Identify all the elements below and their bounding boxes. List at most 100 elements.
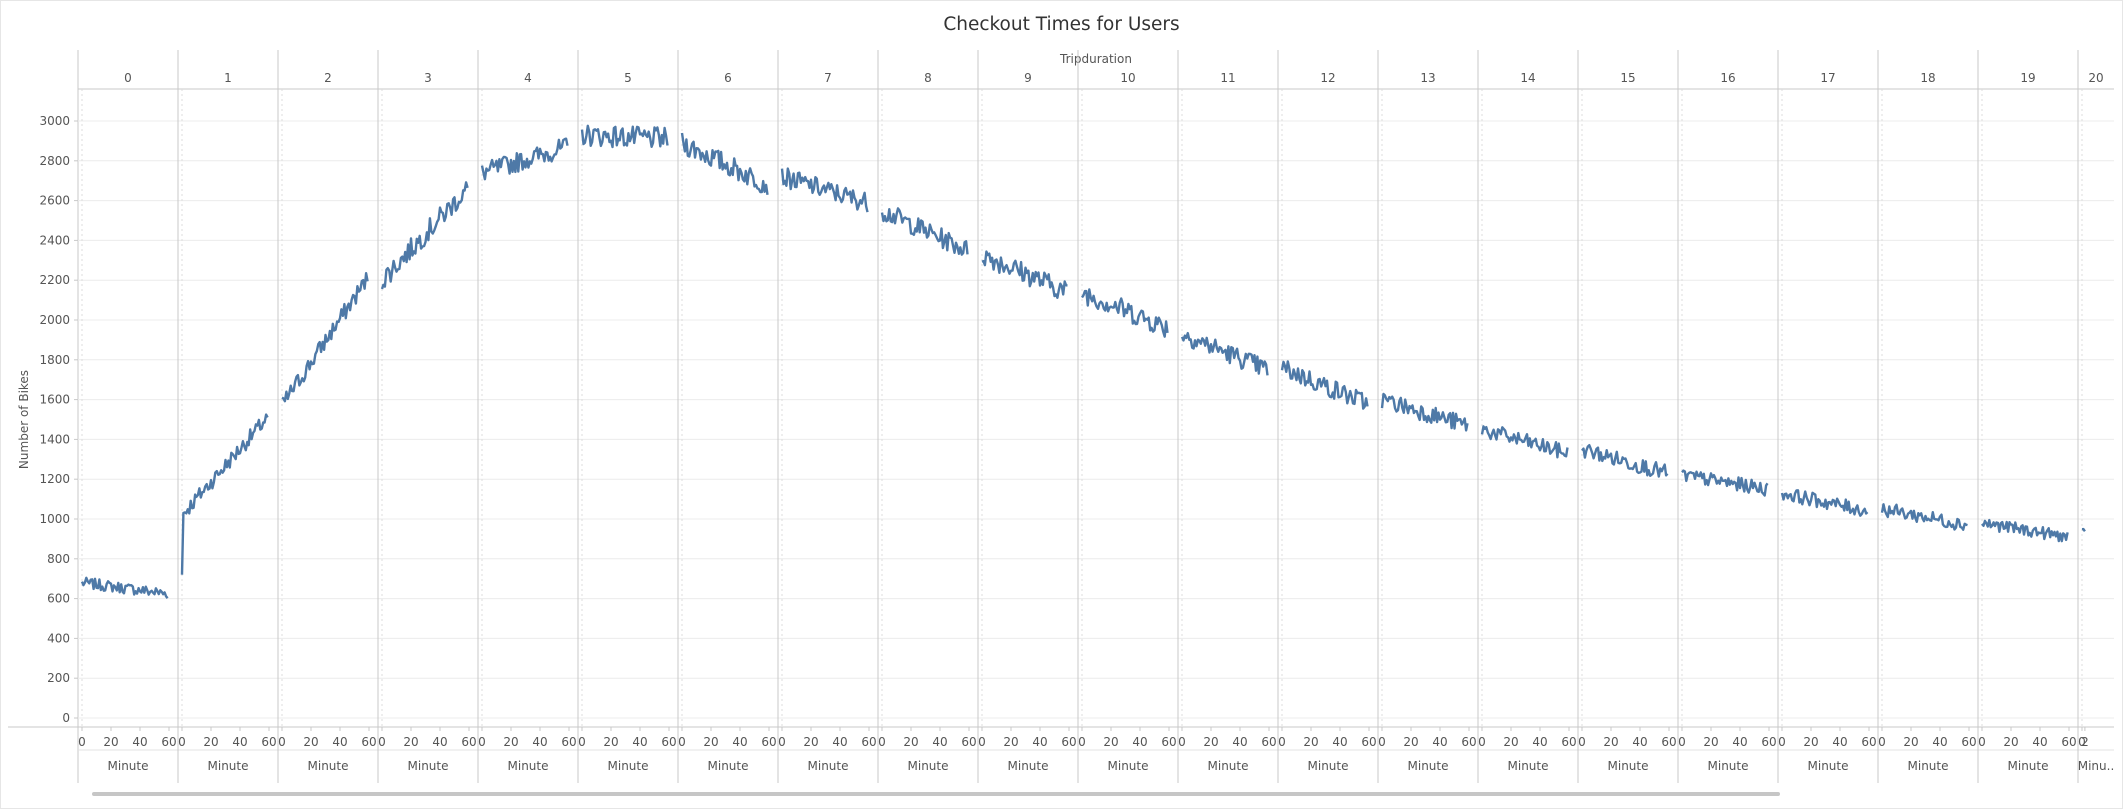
x-tick-label: 0 [1578, 735, 1586, 749]
x-tick-label: 0 [2078, 735, 2086, 749]
series-line-panel-3 [380, 181, 469, 290]
x-tick-label: 20 [103, 735, 118, 749]
x-tick-label: 40 [1032, 735, 1047, 749]
series-line-panel-14 [1480, 425, 1569, 459]
x-tick-label: 20 [703, 735, 718, 749]
panel-header-label: 15 [1620, 71, 1635, 85]
x-tick-label: 20 [2003, 735, 2018, 749]
x-tick-label: 60 [1361, 735, 1376, 749]
x-tick-label: 60 [461, 735, 476, 749]
x-tick-label: 20 [1503, 735, 1518, 749]
x-tick-label: 0 [278, 735, 286, 749]
x-tick-label: 40 [1232, 735, 1247, 749]
x-axis-label: Minute [708, 759, 749, 773]
x-tick-label: 20 [303, 735, 318, 749]
x-tick-label: 60 [161, 735, 176, 749]
panel-header-label: 17 [1820, 71, 1835, 85]
x-tick-label: 20 [603, 735, 618, 749]
x-axis-label: Minute [1008, 759, 1049, 773]
panel-header-label: 10 [1120, 71, 1135, 85]
y-tick-label: 1200 [39, 472, 70, 486]
y-tick-label: 1800 [39, 353, 70, 367]
series-line-panel-1 [180, 413, 269, 575]
panel-header-label: 7 [824, 71, 832, 85]
x-tick-label: 20 [803, 735, 818, 749]
x-tick-label: 40 [1632, 735, 1647, 749]
x-tick-label: 40 [432, 735, 447, 749]
x-tick-label: 40 [1832, 735, 1847, 749]
x-tick-label: 40 [1332, 735, 1347, 749]
series-line-panel-0 [80, 576, 169, 599]
y-tick-label: 1600 [39, 393, 70, 407]
x-tick-label: 20 [203, 735, 218, 749]
x-axis-label: Minute [308, 759, 349, 773]
panel-header-label: 14 [1520, 71, 1535, 85]
x-tick-label: 20 [1003, 735, 1018, 749]
x-tick-label: 20 [1603, 735, 1618, 749]
series-line-panel-17 [1780, 489, 1869, 517]
panel-header-label: 6 [724, 71, 732, 85]
y-tick-label: 600 [47, 592, 70, 606]
x-tick-label: 0 [978, 735, 986, 749]
x-tick-label: 40 [332, 735, 347, 749]
x-tick-label: 40 [1932, 735, 1947, 749]
x-tick-label: 0 [878, 735, 886, 749]
series-line-panel-12 [1280, 360, 1369, 410]
x-tick-label: 20 [1803, 735, 1818, 749]
x-tick-label: 0 [478, 735, 486, 749]
x-axis-label: Minute [1908, 759, 1949, 773]
x-axis-label: Minute [208, 759, 249, 773]
y-tick-label: 2000 [39, 313, 70, 327]
x-tick-label: 60 [1861, 735, 1876, 749]
y-tick-label: 2400 [39, 233, 70, 247]
horizontal-scrollbar[interactable] [92, 792, 1780, 796]
series-line-panel-9 [981, 250, 1068, 299]
series-line-panel-13 [1380, 392, 1469, 432]
panel-header-label: 8 [924, 71, 932, 85]
panel-header-label: 12 [1320, 71, 1335, 85]
y-tick-label: 2600 [39, 194, 70, 208]
panel-header-label: 3 [424, 71, 432, 85]
panel-header-label: 20 [2088, 71, 2103, 85]
x-axis-label: Minu.. [2078, 759, 2115, 773]
x-tick-label: 40 [2032, 735, 2047, 749]
x-axis-label: Minute [908, 759, 949, 773]
x-axis-label: Minute [108, 759, 149, 773]
x-tick-label: 40 [1732, 735, 1747, 749]
x-tick-label: 20 [503, 735, 518, 749]
x-tick-label: 2 [2081, 735, 2089, 749]
x-tick-label: 60 [1661, 735, 1676, 749]
x-tick-label: 40 [232, 735, 247, 749]
x-axis-label: Minute [408, 759, 449, 773]
x-tick-label: 0 [178, 735, 186, 749]
x-tick-label: 40 [832, 735, 847, 749]
x-tick-label: 0 [1778, 735, 1786, 749]
series-line-panel-2 [281, 272, 369, 403]
x-axis-label: Minute [2008, 759, 2049, 773]
series-line-panel-4 [480, 137, 569, 181]
x-axis-label: Minute [1408, 759, 1449, 773]
y-tick-label: 3000 [39, 114, 70, 128]
x-tick-label: 60 [861, 735, 876, 749]
panel-header-label: 16 [1720, 71, 1735, 85]
y-tick-label: 200 [47, 671, 70, 685]
x-tick-label: 60 [1461, 735, 1476, 749]
x-tick-label: 0 [778, 735, 786, 749]
x-axis-label: Minute [1508, 759, 1549, 773]
x-axis-label: Minute [1308, 759, 1349, 773]
panel-header-label: 18 [1920, 71, 1935, 85]
chart-title: Checkout Times for Users [943, 14, 1180, 35]
y-tick-label: 0 [62, 711, 70, 725]
x-tick-label: 20 [1403, 735, 1418, 749]
x-tick-label: 60 [961, 735, 976, 749]
x-tick-label: 0 [1878, 735, 1886, 749]
panel-header-label: 0 [124, 71, 132, 85]
x-tick-label: 60 [361, 735, 376, 749]
x-tick-label: 60 [761, 735, 776, 749]
series-line-panel-7 [780, 167, 869, 213]
panel-header-label: 19 [2020, 71, 2035, 85]
x-axis-label: Minute [808, 759, 849, 773]
series-line-panel-11 [1180, 331, 1269, 376]
x-axis-label: Minute [1108, 759, 1149, 773]
x-axis-label: Minute [1808, 759, 1849, 773]
